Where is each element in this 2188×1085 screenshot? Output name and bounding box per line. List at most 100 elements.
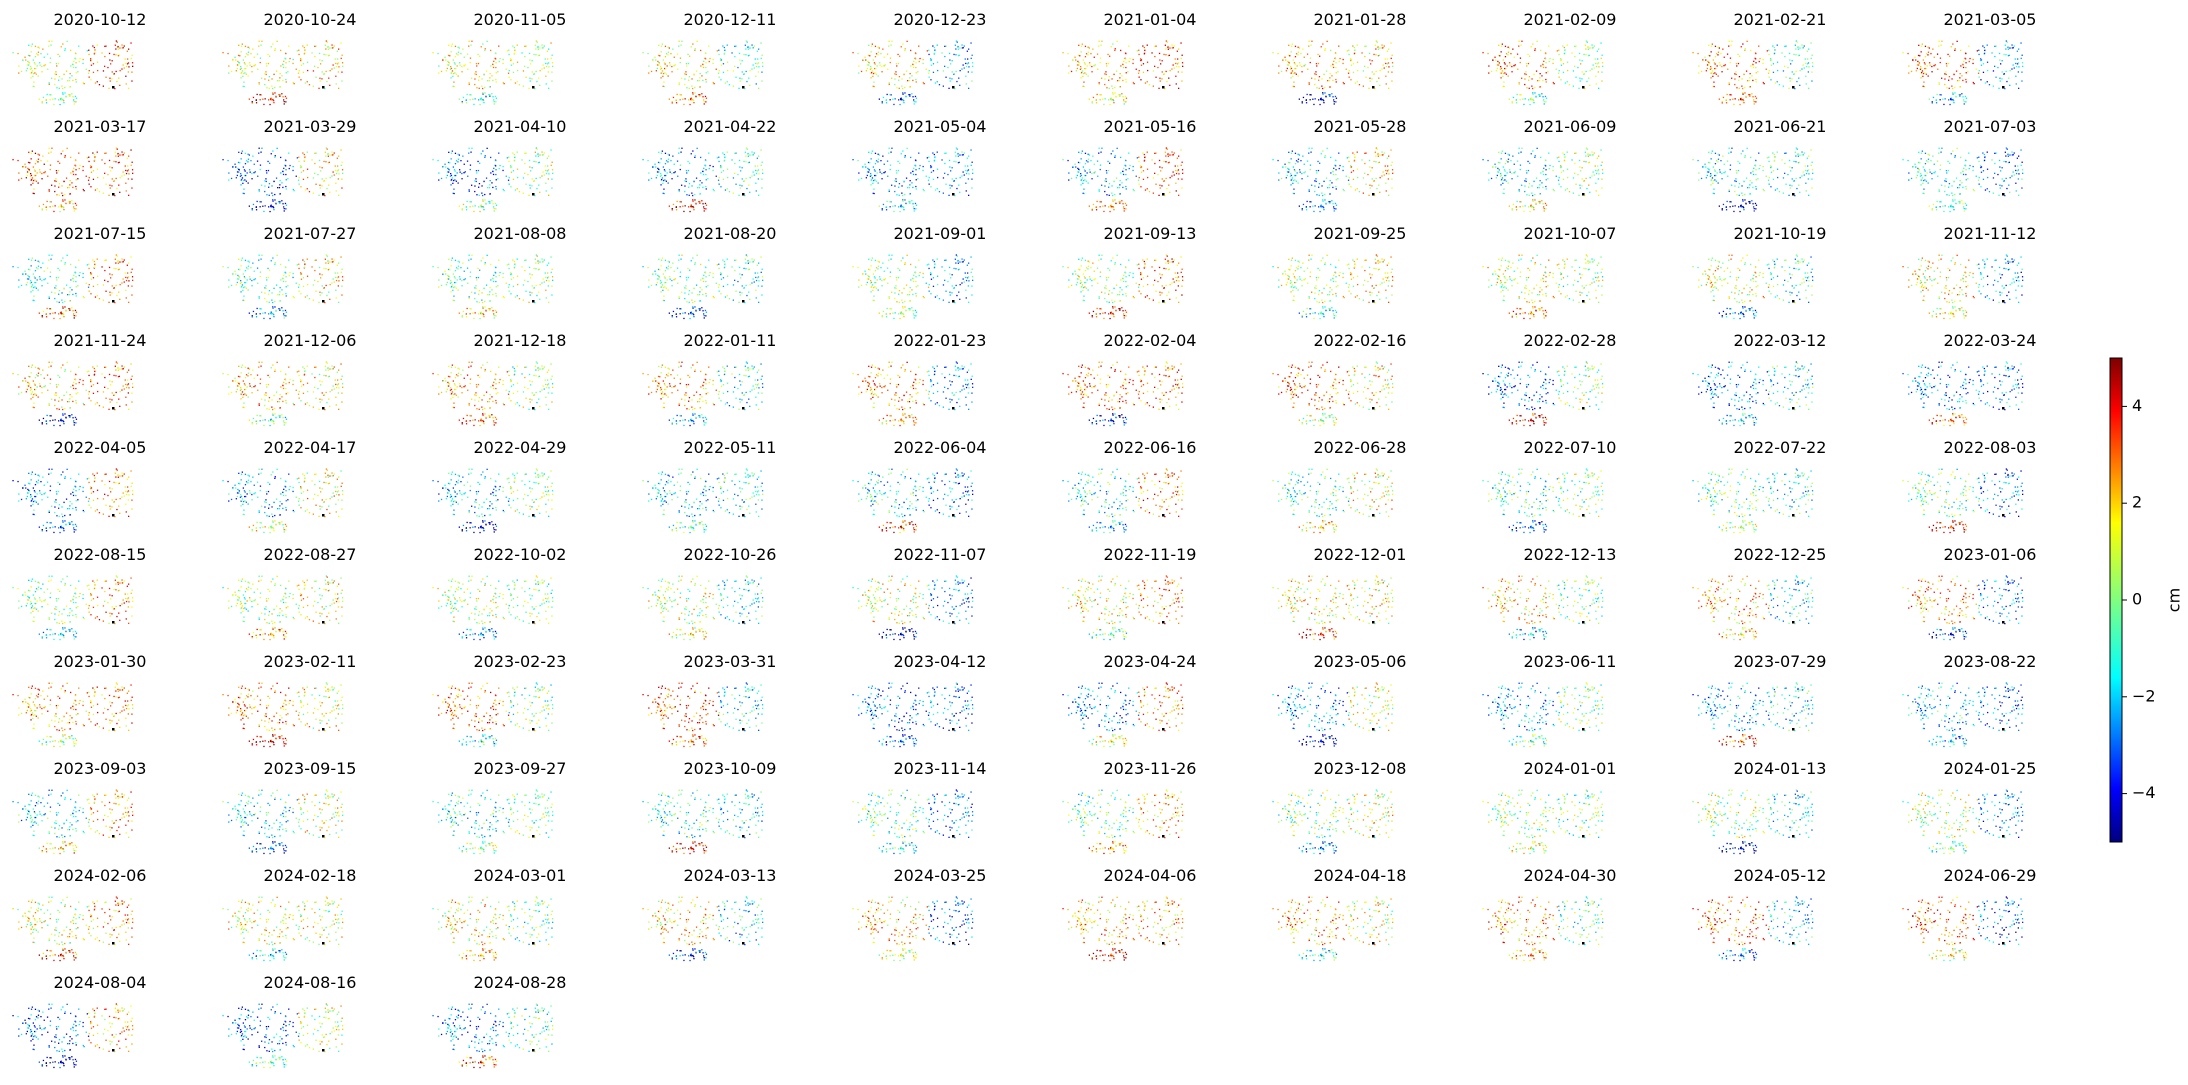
scatter-point (1288, 44, 1290, 46)
scatter-point (925, 175, 927, 177)
scatter-point (1735, 180, 1737, 183)
scatter-point (1588, 184, 1590, 186)
scatter-point (102, 70, 105, 72)
scatter-point (34, 163, 37, 165)
scatter-point (524, 45, 526, 47)
scatter-point (1335, 165, 1337, 167)
scatter-point (482, 93, 484, 95)
scatter-point (664, 56, 667, 58)
scatter-point (1712, 179, 1715, 182)
scatter-point (1572, 192, 1574, 194)
scatter-point (944, 65, 946, 67)
scatter-point (105, 76, 107, 78)
scatter-point (1103, 210, 1105, 213)
scatter-point (295, 68, 297, 70)
scatter-point (890, 94, 892, 96)
scatter-point (908, 201, 910, 203)
scatter-point (1127, 71, 1129, 73)
reference-point-marker (1162, 86, 1165, 89)
scatter-point (1375, 147, 1377, 149)
scatter-point (302, 152, 304, 154)
scatter-point (470, 44, 472, 46)
scatter-point (1297, 158, 1300, 160)
scatter-point (488, 201, 490, 203)
scatter-point (1734, 185, 1736, 187)
scatter-point (1087, 54, 1089, 56)
scatter-point (32, 182, 34, 184)
scatter-point (664, 170, 666, 172)
scatter-point (1091, 209, 1093, 211)
scatter-point (1369, 80, 1371, 82)
scatter-point (1500, 173, 1502, 175)
scatter-point (454, 72, 456, 74)
scatter-point (1504, 179, 1506, 181)
scatter-point (456, 172, 458, 174)
scatter-point (1525, 73, 1527, 76)
scatter-point (1323, 102, 1325, 104)
scatter-point (40, 53, 42, 55)
scatter-point (1798, 184, 1800, 186)
scatter-point (1718, 205, 1720, 207)
scatter-point (114, 88, 116, 90)
scatter-point (758, 87, 760, 89)
scatter-point (285, 165, 287, 167)
scatter-point (12, 159, 14, 161)
scatter-point (1948, 79, 1950, 81)
scatter-point (688, 186, 690, 188)
scatter-point (1697, 159, 1699, 162)
scatter-point (340, 164, 342, 166)
scatter-point (1528, 76, 1531, 78)
scatter-point (1498, 168, 1500, 170)
scatter-point (1292, 166, 1294, 168)
scatter-point (1305, 102, 1308, 104)
scatter-point (259, 99, 261, 101)
scatter-point (92, 71, 95, 73)
scatter-point (872, 192, 874, 194)
scatter-point (1998, 87, 2000, 89)
scatter-point (57, 169, 60, 172)
scatter-point (1081, 71, 1083, 74)
scatter-point (454, 67, 456, 70)
scatter-point (720, 59, 723, 61)
scatter-point (517, 69, 519, 72)
scatter-point (285, 58, 287, 60)
scatter-point (1125, 62, 1127, 64)
scatter-point (2015, 65, 2018, 68)
scatter-point (247, 182, 249, 184)
scatter-point (1091, 178, 1093, 180)
scatter-point (917, 71, 919, 73)
scatter-point (127, 71, 129, 73)
scatter-point (1377, 55, 1380, 57)
scatter-point (1504, 56, 1507, 58)
scatter-point (858, 179, 860, 181)
scatter-point (867, 54, 870, 57)
scatter-point (1557, 179, 1560, 181)
scatter-point (872, 59, 874, 61)
scatter-point (1350, 171, 1353, 173)
scatter-point (248, 47, 250, 49)
scatter-point (244, 163, 247, 165)
scatter-point (459, 62, 461, 64)
scatter-point (1335, 169, 1337, 171)
scatter-point (1125, 204, 1128, 206)
scatter-point (1375, 177, 1377, 180)
scatter-point (740, 170, 742, 172)
scatter-point (1772, 45, 1774, 47)
scatter-point (2011, 47, 2013, 49)
panel-2021-06-21: 2021-06-21 (1680, 117, 1880, 217)
scatter-point (324, 195, 326, 197)
scatter-point (874, 45, 877, 47)
scatter-point (1601, 62, 1604, 64)
scatter-point (45, 99, 47, 101)
scatter-point (1092, 155, 1094, 157)
scatter-point (325, 147, 327, 149)
scatter-point (1140, 64, 1143, 66)
scatter-point (875, 53, 878, 55)
scatter-point (1383, 152, 1385, 154)
scatter-point (1123, 103, 1125, 105)
scatter-point (1377, 155, 1379, 157)
scatter-point (1375, 161, 1377, 163)
scatter-point (1498, 171, 1500, 173)
scatter-point (1516, 160, 1519, 162)
scatter-point (1387, 165, 1389, 167)
